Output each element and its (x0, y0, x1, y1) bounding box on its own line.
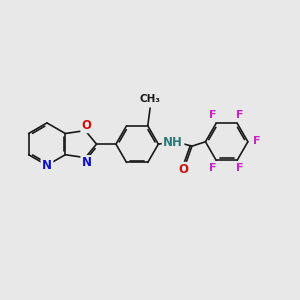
Text: NH: NH (163, 136, 183, 148)
Text: F: F (236, 164, 244, 173)
Text: CH₃: CH₃ (140, 94, 160, 104)
Text: O: O (82, 119, 92, 132)
Text: F: F (209, 164, 217, 173)
Text: N: N (42, 159, 52, 172)
Text: F: F (236, 110, 244, 120)
Text: O: O (179, 163, 189, 176)
Text: N: N (82, 157, 92, 169)
Text: F: F (253, 136, 260, 146)
Text: F: F (209, 110, 217, 120)
